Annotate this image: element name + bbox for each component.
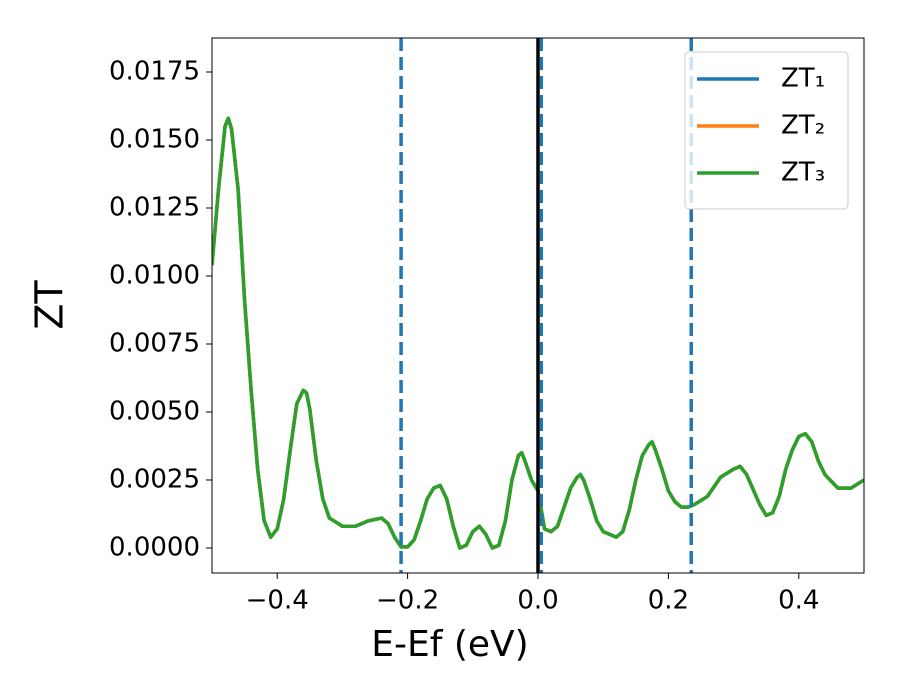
legend-label: ZT₃ <box>781 158 825 188</box>
y-tick-label: 0.0025 <box>109 464 200 494</box>
x-tick-label: 0.4 <box>778 586 819 616</box>
legend-box <box>684 51 849 210</box>
y-tick-label: 0.0175 <box>109 56 200 86</box>
x-axis-label: E-Ef (eV) <box>371 624 528 665</box>
y-tick-label: 0.0050 <box>109 396 200 426</box>
x-tick-label: −0.4 <box>246 586 309 616</box>
x-tick-label: 0.0 <box>517 586 558 616</box>
y-tick-label: 0.0150 <box>109 124 200 154</box>
x-tick-label: −0.2 <box>376 586 439 616</box>
x-tick-label: 0.2 <box>648 586 689 616</box>
y-tick-label: 0.0100 <box>109 260 200 290</box>
y-tick-label: 0.0075 <box>109 328 200 358</box>
y-tick-label: 0.0000 <box>109 532 200 562</box>
line-series <box>212 116 864 550</box>
y-axis-label: ZT <box>28 280 72 330</box>
legend-label: ZT₂ <box>781 111 825 141</box>
legend-label: ZT₁ <box>781 64 825 94</box>
plot-frame <box>211 37 865 574</box>
y-tick-label: 0.0125 <box>109 192 200 222</box>
